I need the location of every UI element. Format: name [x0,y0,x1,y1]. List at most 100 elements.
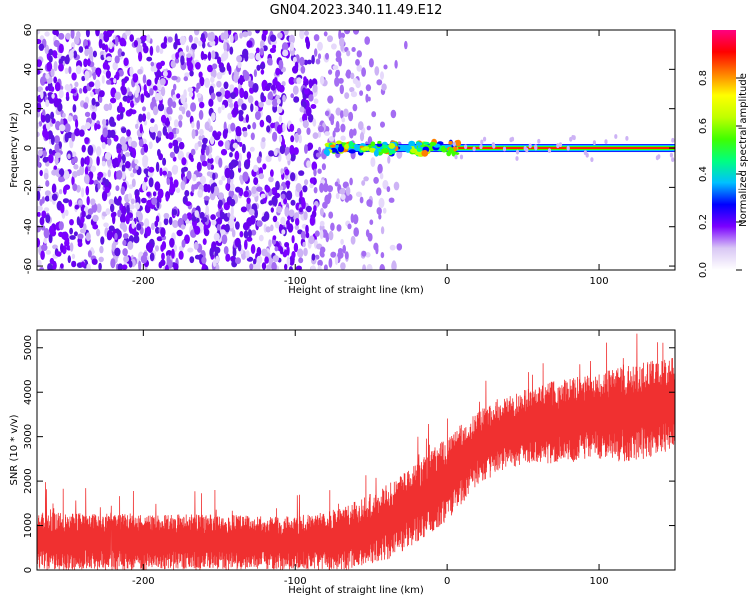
spectrogram-cell [210,92,216,101]
spectrogram-cell [349,128,354,139]
spectrogram-xtick-label: 100 [590,276,609,287]
spectrogram-cell [80,261,86,268]
spectrogram-cell [459,154,464,160]
spectrogram-cell [142,106,146,112]
spectrogram-cell [304,30,309,36]
spectrogram-cell [281,81,286,87]
spectrogram-cell [315,152,322,158]
spectrogram-cell [55,30,60,37]
spectrogram-cell [37,110,41,118]
spectrogram-cell [91,258,98,265]
spectrogram-cell [124,161,131,169]
spectrogram-cell [64,55,70,65]
spectrogram-cell [340,110,344,119]
spectrogram-cell [190,102,197,112]
spectrogram-cell [352,103,358,112]
spectrogram-cell [255,30,260,34]
spectrogram-cell [161,252,165,261]
spectrogram-cell [122,248,128,256]
spectrogram-cell [534,144,538,150]
spectrogram-cell [242,127,248,132]
spectrogram-cell [121,205,127,216]
spectrogram-cell [229,84,235,90]
spectrogram-cell [58,43,64,54]
spectrogram-cell [39,216,45,226]
spectrogram-cell [335,70,339,79]
spectrogram-cell [356,50,362,58]
spectrogram-cell [224,223,230,233]
spectrogram-cell [218,179,223,186]
spectrogram-cell [45,73,50,80]
spectrogram-cell [227,30,232,36]
spectrogram-cell [311,210,317,218]
spectrogram-cell [317,131,322,138]
spectrogram-cell [122,239,127,246]
spectrogram-cell [203,228,210,237]
spectrogram-cell [248,208,255,216]
spectrogram-cell [362,264,367,270]
spectrogram-cell [148,177,154,188]
spectrogram-cell [81,75,86,82]
spectrogram-xtick-label: 0 [444,276,450,287]
spectrogram-cell [84,138,89,144]
spectrogram-cell [178,141,185,150]
spectrogram-cell [247,229,252,238]
spectrogram-cell [277,32,283,39]
colorbar-tick-label: 0.0 [698,262,709,278]
spectrogram-cell [48,233,53,244]
spectrogram-cell [614,134,618,139]
spectrogram-cell [176,93,181,99]
spectrogram-cell [293,242,299,253]
spectrogram-cell [132,168,137,174]
spectrogram-cell [284,147,288,156]
spectrogram-cell [198,109,204,120]
spectrogram-cell [479,144,483,150]
spectrogram-cell [138,260,142,270]
spectrogram-cell [282,123,286,132]
spectrogram-cell [220,32,226,41]
spectrogram-cell [160,114,167,124]
spectrogram-cell [365,93,369,103]
spectrogram-cell [69,242,74,252]
spectrogram-cell [141,113,147,122]
spectrogram-cell [319,75,325,85]
spectrogram-cell [306,127,311,135]
spectrogram-cell [363,176,369,182]
spectrogram-cell [349,177,353,186]
spectrogram-cell [85,185,90,196]
spectrogram-cell [98,256,104,263]
spectrogram-cell [72,104,77,113]
spectrogram-cell [53,261,57,270]
spectrogram-cell [151,197,158,206]
snr-line [37,333,675,570]
spectrogram-cell [269,47,276,54]
spectrogram-cell [275,180,280,191]
spectrogram-cell [294,61,299,70]
spectrogram-cell [324,131,330,137]
spectrogram-cell [492,143,496,149]
spectrogram-cell [113,78,117,84]
spectrogram-cell [194,225,201,235]
spectrogram-cell [39,169,43,177]
signal-blob [329,144,336,148]
spectrogram-cell [202,238,207,246]
spectrogram-cell [209,40,216,47]
spectrogram-cell [241,143,246,154]
spectrogram-cell [334,255,339,265]
spectrogram-cell [349,87,355,93]
spectrogram-cell [592,140,597,146]
spectrogram-cell [173,144,180,154]
spectrogram-cell [117,153,122,164]
spectrogram-xtick-label: -200 [132,276,155,287]
spectrogram-cell [164,264,169,270]
spectrogram-cell [85,122,91,130]
spectrogram-cell [122,233,129,239]
spectrogram-cell [382,179,389,190]
spectrogram-cell [352,30,360,35]
spectrogram-cell [306,160,311,168]
spectrogram-cell [245,250,250,259]
spectrogram-cell [95,30,100,37]
spectrogram-cell [220,229,226,235]
spectrogram-cell [280,168,284,175]
spectrogram-cell [303,247,308,257]
